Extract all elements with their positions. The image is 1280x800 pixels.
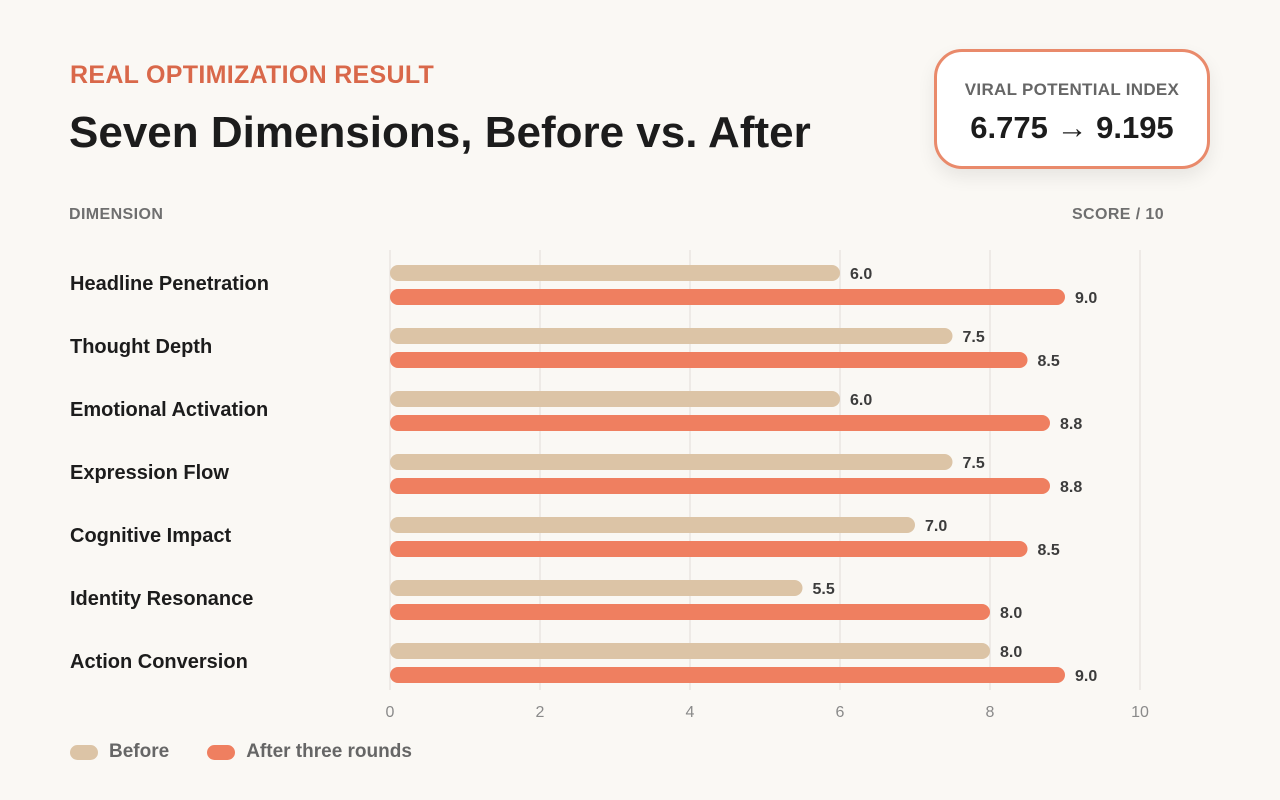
bar-before [390,580,803,596]
x-tick-label: 2 [536,704,545,721]
bar-after [390,604,990,620]
eyebrow-label: REAL OPTIMIZATION RESULT [70,61,435,89]
x-tick-label: 6 [836,704,845,721]
legend-swatch-before [70,744,98,760]
legend-item-after: After three rounds [207,741,412,763]
x-tick-label: 4 [686,704,695,721]
bar-after [390,478,1050,494]
bar-after [390,667,1065,683]
bar-before [390,265,840,281]
value-label-before: 7.0 [925,518,947,535]
dimension-label: Cognitive Impact [70,525,231,547]
legend-label-before: Before [109,741,170,762]
x-tick-label: 0 [386,704,395,721]
bar-after [390,415,1050,431]
bar-before [390,643,990,659]
index-label: VIRAL POTENTIAL INDEX [964,80,1180,99]
x-tick-label: 10 [1131,704,1149,721]
value-label-after: 8.8 [1060,416,1082,433]
dimension-label: Emotional Activation [70,399,268,421]
x-tick-label: 8 [986,704,995,721]
value-label-before: 6.0 [850,392,872,409]
bar-after [390,541,1028,557]
bar-before [390,328,953,344]
score-column-header: SCORE / 10 [1071,206,1164,223]
value-label-before: 8.0 [1000,644,1022,661]
dimension-label: Action Conversion [70,651,248,673]
value-label-after: 9.0 [1075,290,1097,307]
legend-swatch-after [207,744,236,760]
value-label-after: 8.5 [1038,542,1060,559]
dimension-label: Thought Depth [70,336,212,358]
value-label-before: 7.5 [963,329,985,346]
bar-after [390,289,1065,305]
chart-legend: Before After three rounds [70,741,412,763]
bar-after [390,352,1028,368]
bar-before [390,391,840,407]
value-label-after: 9.0 [1075,668,1097,685]
legend-label-after: After three rounds [246,741,412,762]
value-label-after: 8.5 [1038,353,1060,370]
page-title: Seven Dimensions, Before vs. After [69,108,811,157]
value-label-before: 5.5 [813,581,835,598]
legend-item-before: Before [70,741,169,763]
value-label-before: 6.0 [850,266,872,283]
dimension-column-header: DIMENSION [69,206,164,223]
index-value: 6.775 → 9.195 [970,110,1174,145]
value-label-after: 8.8 [1060,479,1082,496]
value-label-after: 8.0 [1000,605,1022,622]
bar-before [390,517,915,533]
viral-index-card: VIRAL POTENTIAL INDEX 6.775 → 9.195 [934,49,1210,169]
dimension-label: Expression Flow [70,462,229,484]
value-label-before: 7.5 [963,455,985,472]
bar-before [390,454,953,470]
dimension-label: Identity Resonance [70,588,253,610]
dimension-label: Headline Penetration [70,273,269,295]
